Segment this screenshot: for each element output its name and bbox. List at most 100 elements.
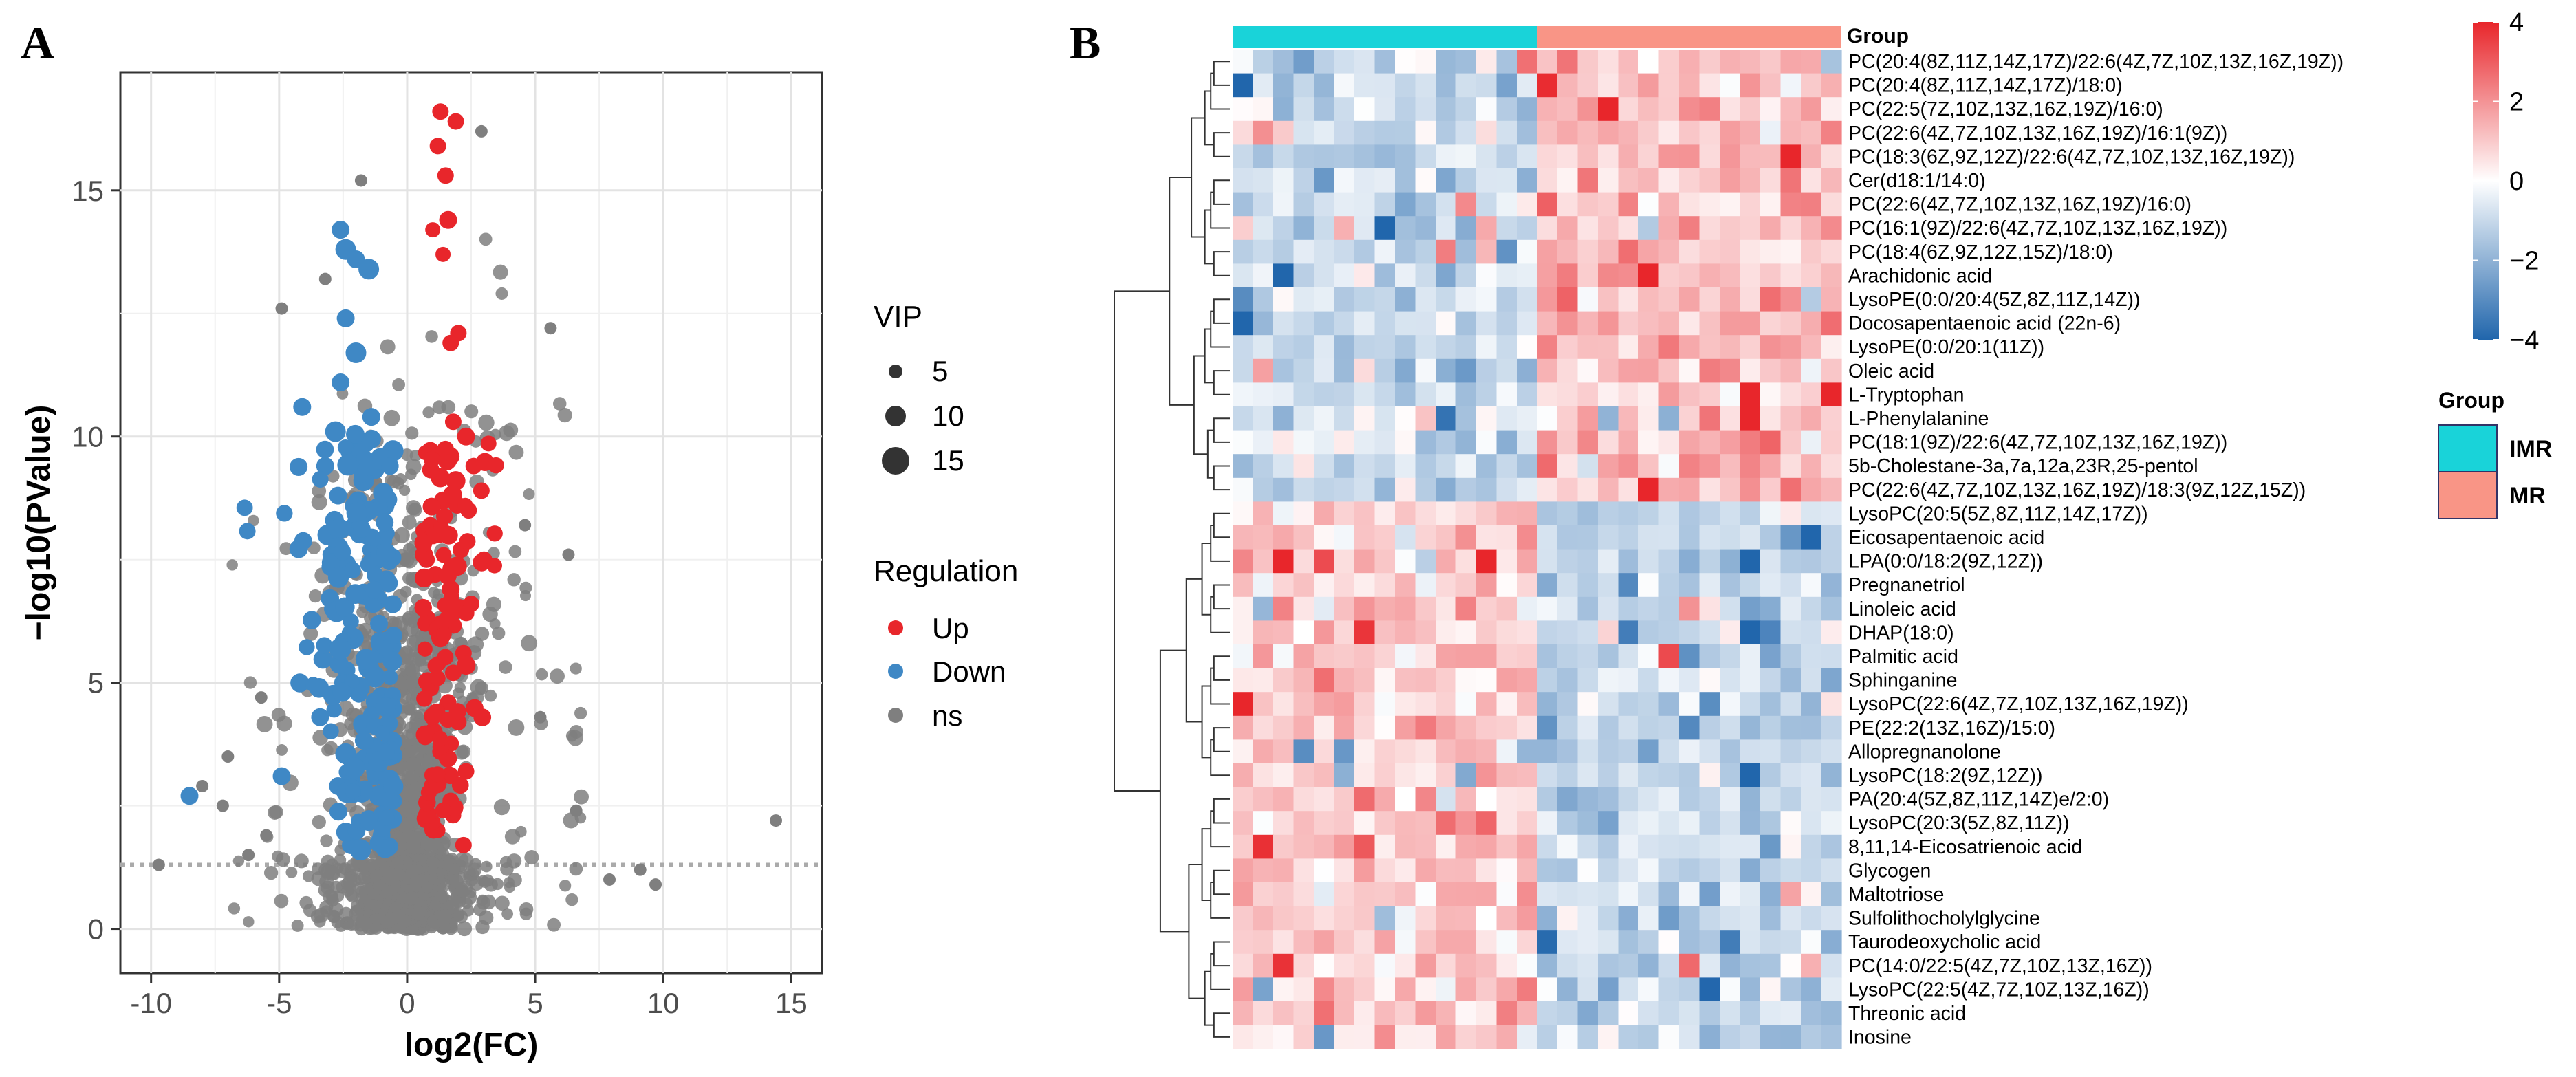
heatmap-cell (1740, 406, 1761, 431)
dendrogram-branch (1213, 132, 1230, 157)
heatmap-cell (1476, 335, 1497, 360)
heatmap-cell (1537, 192, 1558, 217)
heatmap-cell (1537, 216, 1558, 241)
heatmap-cell (1740, 834, 1761, 859)
heatmap-cell (1638, 1025, 1660, 1049)
heatmap-cell (1537, 906, 1558, 931)
heatmap-cell (1496, 144, 1517, 169)
heatmap-cell (1517, 335, 1538, 360)
heatmap-cell (1658, 120, 1680, 145)
heatmap-cell (1638, 144, 1660, 169)
heatmap-cell (1293, 953, 1314, 978)
heatmap-cell (1780, 477, 1801, 502)
heatmap-cell (1455, 406, 1477, 431)
dendrogram-branch (1210, 191, 1230, 229)
y-tick-label: 0 (88, 913, 104, 946)
heatmap-cell (1557, 977, 1579, 1002)
heatmap-cell (1598, 144, 1619, 169)
heatmap-cell (1273, 382, 1295, 407)
up-point (455, 836, 472, 853)
ns-point (358, 871, 372, 884)
heatmap-cell (1537, 573, 1558, 598)
heatmap-cell (1395, 335, 1416, 360)
heatmap-cell (1273, 263, 1295, 288)
heatmap-cell (1760, 216, 1782, 241)
dendrogram-branch (1204, 90, 1214, 146)
x-tick-label: 5 (527, 987, 543, 1019)
heatmap-cell (1598, 263, 1619, 288)
heatmap-cell (1273, 501, 1295, 526)
heatmap-cell (1436, 953, 1457, 978)
ns-point (331, 916, 344, 928)
ns-point (358, 622, 372, 636)
ns-point (276, 715, 292, 732)
heatmap-cell (1598, 692, 1619, 717)
heatmap-cell (1374, 977, 1396, 1002)
heatmap-cell (1699, 50, 1720, 74)
heatmap-cell (1273, 692, 1295, 717)
heatmap-cell (1780, 739, 1801, 764)
heatmap-cell (1476, 739, 1497, 764)
heatmap-cell (1699, 263, 1720, 288)
heatmap-cell (1455, 644, 1477, 669)
heatmap-cell (1801, 882, 1822, 907)
heatmap-cell (1395, 311, 1416, 336)
dendrogram-branch (1213, 251, 1230, 276)
heatmap-cell (1658, 382, 1680, 407)
heatmap-cell (1557, 216, 1579, 241)
heatmap-cell (1720, 882, 1741, 907)
heatmap-cell (1395, 1025, 1416, 1049)
heatmap-cell (1577, 668, 1599, 693)
dendrogram-branch (1210, 810, 1230, 848)
heatmap-cell (1658, 930, 1680, 955)
down-point (345, 342, 367, 364)
heatmap-cell (1598, 858, 1619, 883)
heatmap-cell (1537, 406, 1558, 431)
heatmap-cell (1273, 239, 1295, 264)
heatmap-cell (1253, 144, 1274, 169)
heatmap-cell (1436, 620, 1457, 645)
heatmap-cell (1517, 930, 1538, 955)
heatmap-cell (1455, 573, 1477, 598)
legend-ns-label: ns (932, 699, 962, 732)
heatmap-cell (1658, 168, 1680, 193)
heatmap-cell (1577, 430, 1599, 455)
heatmap-cell (1618, 549, 1639, 574)
heatmap-cell (1415, 620, 1436, 645)
ns-point (420, 834, 437, 851)
heatmap-cell (1720, 358, 1741, 383)
heatmap-cell (1658, 1001, 1680, 1026)
down-point (312, 470, 329, 488)
heatmap-cell (1233, 596, 1254, 621)
heatmap-cell (1679, 406, 1700, 431)
heatmap-cell (1233, 644, 1254, 669)
heatmap-cell (1233, 50, 1254, 74)
heatmap-cell (1476, 573, 1497, 598)
heatmap-cell (1658, 906, 1680, 931)
heatmap-cell (1314, 144, 1335, 169)
heatmap-cell (1618, 216, 1639, 241)
heatmap-cell (1354, 858, 1376, 883)
heatmap-cell (1253, 953, 1274, 978)
y-axis-label: −log10(PValue) (21, 405, 57, 641)
ns-point (534, 710, 547, 724)
ns-point (312, 814, 326, 829)
heatmap-cell (1334, 50, 1355, 74)
up-point (436, 626, 452, 642)
heatmap-cell (1374, 763, 1396, 788)
heatmap-cell (1415, 287, 1436, 312)
heatmap-cell (1557, 596, 1579, 621)
heatmap-cell (1374, 477, 1396, 502)
heatmap-cell (1801, 573, 1822, 598)
heatmap-cell (1740, 930, 1761, 955)
heatmap-cell (1577, 811, 1599, 836)
heatmap-cell (1293, 549, 1314, 574)
heatmap-cell (1537, 477, 1558, 502)
row-label: PC(20:4(8Z,11Z,14Z,17Z)/18:0) (1848, 75, 2123, 97)
heatmap-cell (1374, 834, 1396, 859)
heatmap: Group PC(20:4(8Z,11Z,14Z,17Z)/22:6(4Z,7Z… (1114, 8, 2552, 1049)
heatmap-cell (1395, 287, 1416, 312)
heatmap-cell (1436, 382, 1457, 407)
heatmap-cell (1496, 763, 1517, 788)
heatmap-cell (1598, 406, 1619, 431)
